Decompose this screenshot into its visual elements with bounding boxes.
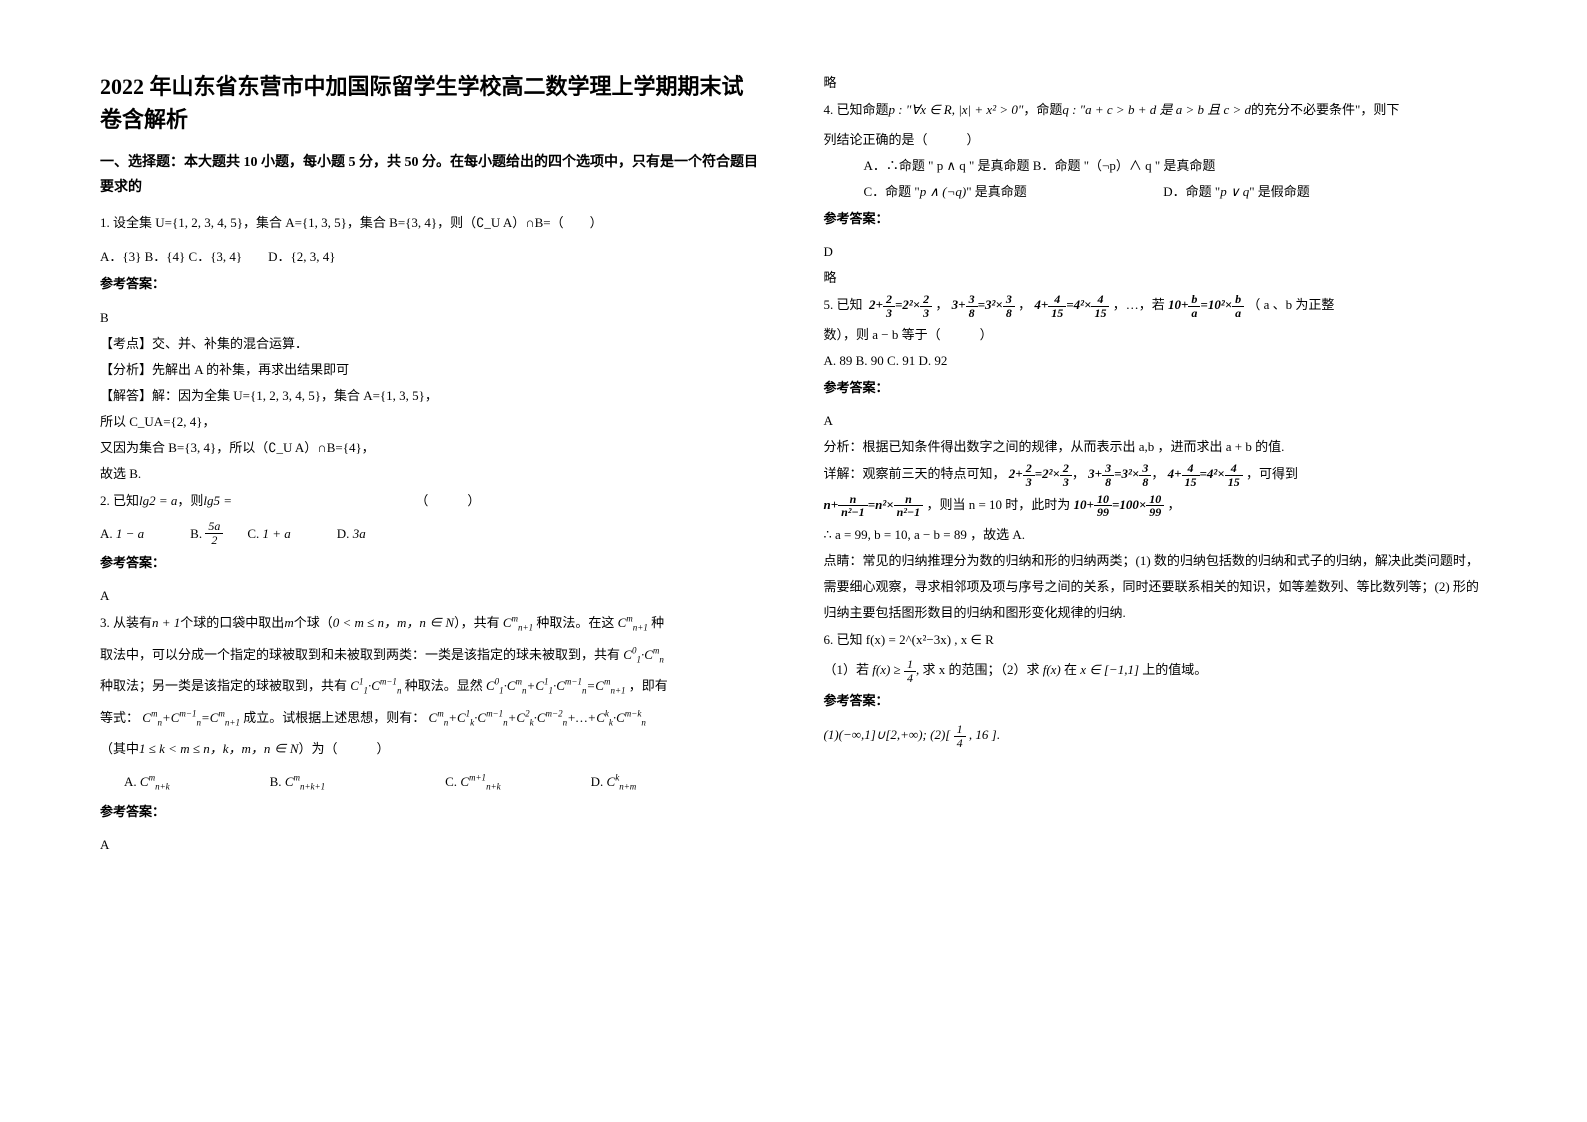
q5-explain: ∴ a = 99, b = 10, a − b = 89 ，故选 A.: [824, 522, 1488, 548]
q4-option: C．命题 "p ∧ (¬q)" 是真命题 D．命题 "p ∨ q" 是假命题: [824, 179, 1488, 205]
answer-label: 参考答案：: [100, 798, 764, 827]
note-text: 略: [824, 265, 1488, 291]
note-text: 略: [824, 70, 1488, 96]
q1-options: A．{3} B．{4} C．{3, 4} D．{2, 3, 4}: [100, 244, 764, 270]
answer-label: 参考答案：: [100, 549, 764, 578]
answer-label: 参考答案：: [100, 270, 764, 299]
answer-label: 参考答案：: [824, 687, 1488, 716]
q5-explain: 点睛：常见的归纳推理分为数的归纳和形的归纳两类；(1) 数的归纳包括数的归纳和式…: [824, 548, 1488, 626]
page-title: 2022 年山东省东营市中加国际留学生学校高二数学理上学期期末试卷含解析: [100, 70, 764, 136]
answer-label: 参考答案：: [824, 205, 1488, 234]
q5-stem: 5. 已知 2+23=2²×23 ， 3+38=3²×38 ， 4+415=4²…: [824, 291, 1488, 320]
q5-explain: 详解：观察前三天的特点可知， 2+23=2²×23， 3+38=3²×38， 4…: [824, 460, 1488, 489]
q3-line: 取法中，可以分成一个指定的球被取到和未被取到两类：一类是该指定的球未被取到，共有…: [100, 641, 764, 670]
q1-explain: 【考点】交、并、补集的混合运算．: [100, 331, 764, 357]
q5-explain: n+nn²−1=n²×nn²−1 ，则当 n = 10 时，此时为 10+109…: [824, 491, 1488, 520]
q1-explain: 【分析】先解出 A 的补集，再求出结果即可: [100, 357, 764, 383]
q1-explain: 【解答】解：因为全集 U={1, 2, 3, 4, 5}，集合 A={1, 3,…: [100, 383, 764, 409]
q4-answer: D: [824, 239, 1488, 265]
q4-stem: 列结论正确的是（ ）: [824, 127, 1488, 153]
q5-options: A. 89 B. 90 C. 91 D. 92: [824, 348, 1488, 374]
q3-line: 3. 从装有n + 1个球的口袋中取出m个球（0 < m ≤ n，m，n ∈ N…: [100, 609, 764, 638]
q5-stem: 数），则 a − b 等于（ ）: [824, 322, 1488, 348]
q1-explain: 所以 C_UA={2, 4}，: [100, 409, 764, 435]
q6-answer: (1)(−∞,1]∪[2,+∞); (2)[ 14 , 16 ].: [824, 721, 1488, 750]
answer-label: 参考答案：: [824, 374, 1488, 403]
q5-explain: 分析：根据已知条件得出数字之间的规律，从而表示出 a,b ，进而求出 a + b…: [824, 434, 1488, 460]
q6-stem: （1）若 f(x) ≥ 14, 求 x 的范围；（2）求 f(x) 在 x ∈ …: [824, 656, 1488, 685]
section-header: 一、选择题：本大题共 10 小题，每小题 5 分，共 50 分。在每小题给出的四…: [100, 150, 764, 200]
q2-options: A. 1 − a B. 5a2 C. 1 + a D. 3a: [100, 518, 764, 549]
q1-explain: 故选 B.: [100, 461, 764, 487]
q4-option: A．∴命题 " p ∧ q " 是真命题 B．命题 "（¬p）∧ q " 是真命…: [824, 153, 1488, 179]
q1-explain: 又因为集合 B={3, 4}，所以（∁_U A）∩B={4}，: [100, 435, 764, 461]
q3-line: 种取法；另一类是该指定的球被取到，共有 C11·Cm−1n 种取法。显然 C01…: [100, 672, 764, 701]
q3-line: （其中1 ≤ k < m ≤ n，k，m，n ∈ N）为（ ）: [100, 735, 764, 764]
q2-stem: 2. 已知lg2 = a，则lg5 = （ ）: [100, 487, 764, 516]
q5-answer: A: [824, 408, 1488, 434]
q1-answer: B: [100, 305, 764, 331]
q3-line: 等式： Cmn+Cm−1n=Cmn+1 成立。试根据上述思想，则有： Cmn+C…: [100, 704, 764, 733]
q2-answer: A: [100, 583, 764, 609]
q3-answer: A: [100, 832, 764, 858]
q6-stem: 6. 已知 f(x) = 2^(x²−3x) , x ∈ R: [824, 626, 1488, 655]
q4-stem: 4. 已知命题p : "∀x ∈ R, |x| + x² > 0"，命题q : …: [824, 96, 1488, 125]
q3-options: A. Cmn+k B. Cmn+k+1 C. Cm+1n+k D. Ckn+m: [100, 766, 764, 798]
q1-stem: 1. 设全集 U={1, 2, 3, 4, 5}，集合 A={1, 3, 5}，…: [100, 210, 764, 236]
